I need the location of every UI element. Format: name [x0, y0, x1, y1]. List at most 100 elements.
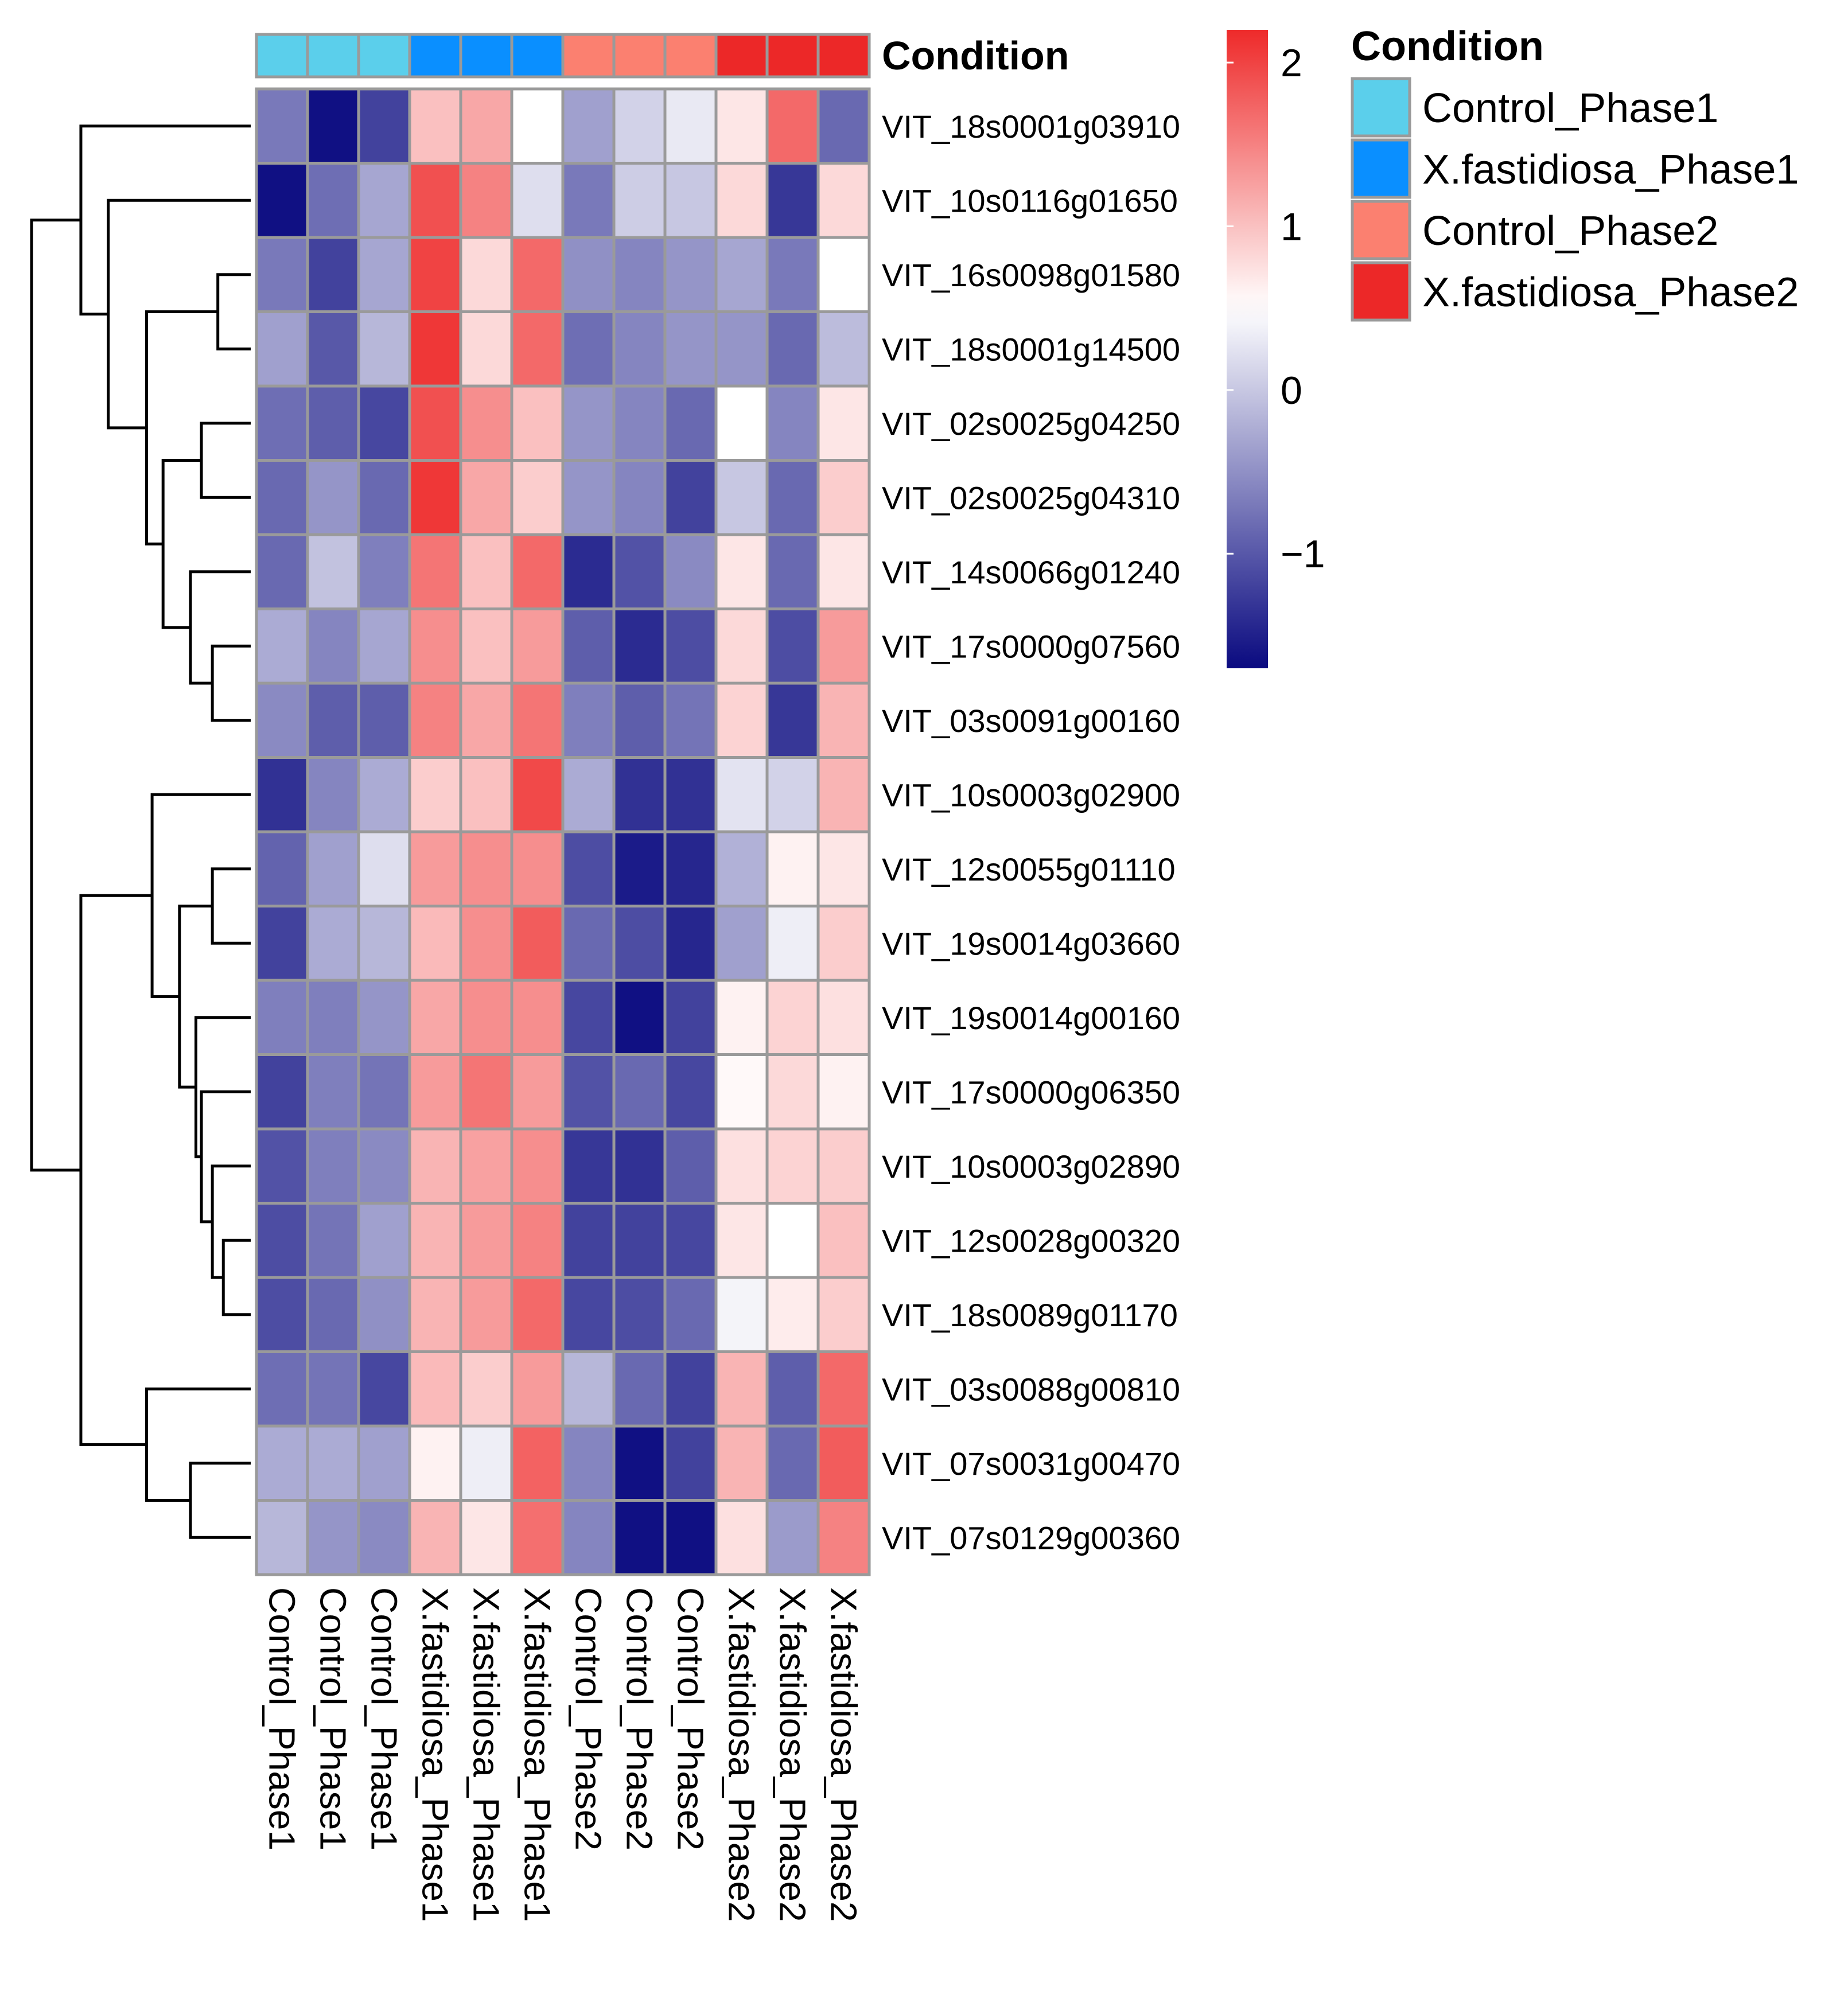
heatmap-cell	[561, 607, 616, 685]
dendrogram-branch	[200, 1090, 251, 1224]
heatmap-cell	[459, 533, 513, 610]
heatmap-cell	[816, 1424, 871, 1502]
heatmap-cell	[765, 236, 820, 313]
heatmap-cell	[714, 384, 769, 462]
colorbar-tick-label: 2	[1281, 41, 1302, 85]
heatmap-cell	[408, 459, 462, 536]
column-label: Control_Phase2	[619, 1587, 660, 1851]
annotation-cell	[765, 33, 820, 79]
heatmap-cell	[663, 459, 718, 536]
heatmap-cell	[612, 1053, 667, 1131]
heatmap-cell	[459, 681, 513, 759]
legend-title: Condition	[1351, 24, 1544, 69]
heatmap-cell	[663, 979, 718, 1056]
heatmap-cell	[357, 1499, 411, 1576]
heatmap-cell	[408, 162, 462, 239]
heatmap-cell	[255, 236, 309, 313]
heatmap-cell	[510, 607, 565, 685]
heatmap-cell	[612, 384, 667, 462]
row-label: VIT_14s0066g01240	[882, 554, 1180, 590]
heatmap-cell	[357, 905, 411, 982]
heatmap-cell	[255, 1127, 309, 1205]
heatmap-cell	[663, 607, 718, 685]
row-label: VIT_03s0088g00810	[882, 1371, 1180, 1407]
row-label: VIT_07s0129g00360	[882, 1520, 1180, 1556]
heatmap-cell	[510, 830, 565, 907]
heatmap-cell	[765, 310, 820, 388]
heatmap-cell	[714, 310, 769, 388]
row-label: VIT_19s0014g03660	[882, 925, 1180, 961]
heatmap-cell	[408, 310, 462, 388]
heatmap-cell	[306, 1202, 360, 1279]
heatmap-cell	[561, 87, 616, 165]
heatmap-cell	[816, 979, 871, 1056]
heatmap-cell	[255, 384, 309, 462]
heatmap-cell	[459, 905, 513, 982]
heatmap-cell	[714, 87, 769, 165]
heatmap-cell	[510, 162, 565, 239]
heatmap-cell	[306, 1499, 360, 1576]
heatmap-cell	[408, 1202, 462, 1279]
heatmap-cell	[612, 830, 667, 907]
colorbar-gradient	[1227, 30, 1268, 668]
heatmap-cell	[408, 1127, 462, 1205]
dendrogram-branch	[216, 273, 251, 350]
heatmap-cell	[714, 830, 769, 907]
heatmap-cell	[561, 310, 616, 388]
heatmap-cell	[816, 607, 871, 685]
heatmap-cell	[306, 533, 360, 610]
heatmap-cell	[306, 830, 360, 907]
heatmap-cell	[357, 87, 411, 165]
dendrogram-branch	[189, 570, 251, 685]
heatmap-cell	[612, 979, 667, 1056]
heatmap-cell	[816, 87, 871, 165]
dendrogram-branch	[79, 124, 251, 316]
dendrogram-branch	[145, 1387, 251, 1502]
heatmap-cell	[255, 607, 309, 685]
heatmap-cell	[714, 1499, 769, 1576]
dendrogram-branch	[145, 310, 218, 546]
heatmap-cell	[561, 1350, 616, 1428]
heatmap-cell	[510, 681, 565, 759]
heatmap-cell	[408, 533, 462, 610]
heatmap-cell	[765, 1424, 820, 1502]
row-label: VIT_18s0089g01170	[882, 1297, 1178, 1333]
condition-annotation-bar	[255, 33, 871, 79]
heatmap-cell	[765, 905, 820, 982]
heatmap-cell	[306, 905, 360, 982]
heatmap-cell	[816, 236, 871, 313]
annotation-cell	[306, 33, 360, 79]
heatmap-cell	[765, 1127, 820, 1205]
heatmap-cell	[663, 1499, 718, 1576]
heatmap-cell	[714, 1202, 769, 1279]
heatmap-cell	[561, 459, 616, 536]
heatmap-cell	[561, 384, 616, 462]
dendrogram-branch	[211, 644, 251, 722]
heatmap-cell	[663, 681, 718, 759]
heatmap-cell	[255, 162, 309, 239]
heatmap-cell	[255, 1499, 309, 1576]
column-label: X.fastidiosa_Phase2	[823, 1587, 865, 1922]
row-label: VIT_10s0116g01650	[882, 182, 1178, 219]
heatmap-cell	[255, 756, 309, 833]
heatmap-cell	[306, 607, 360, 685]
column-label: X.fastidiosa_Phase1	[415, 1587, 456, 1922]
heatmap-cell	[765, 87, 820, 165]
heatmap-cell	[459, 756, 513, 833]
row-label: VIT_10s0003g02900	[882, 777, 1180, 813]
heatmap-cell	[561, 162, 616, 239]
heatmap-cell	[408, 1424, 462, 1502]
heatmap-cell	[459, 384, 513, 462]
heatmap-cell	[510, 87, 565, 165]
colorbar-tick-label: −1	[1281, 532, 1325, 576]
heatmap-cell	[714, 607, 769, 685]
column-label: Control_Phase2	[568, 1587, 609, 1851]
heatmap-cell	[408, 1350, 462, 1428]
heatmap-cell	[561, 905, 616, 982]
annotation-title: Condition	[882, 33, 1069, 78]
heatmap-cell	[255, 87, 309, 165]
row-label: VIT_07s0031g00470	[882, 1446, 1180, 1482]
heatmap-cell	[561, 1499, 616, 1576]
heatmap-cell	[765, 384, 820, 462]
heatmap-cell	[306, 310, 360, 388]
